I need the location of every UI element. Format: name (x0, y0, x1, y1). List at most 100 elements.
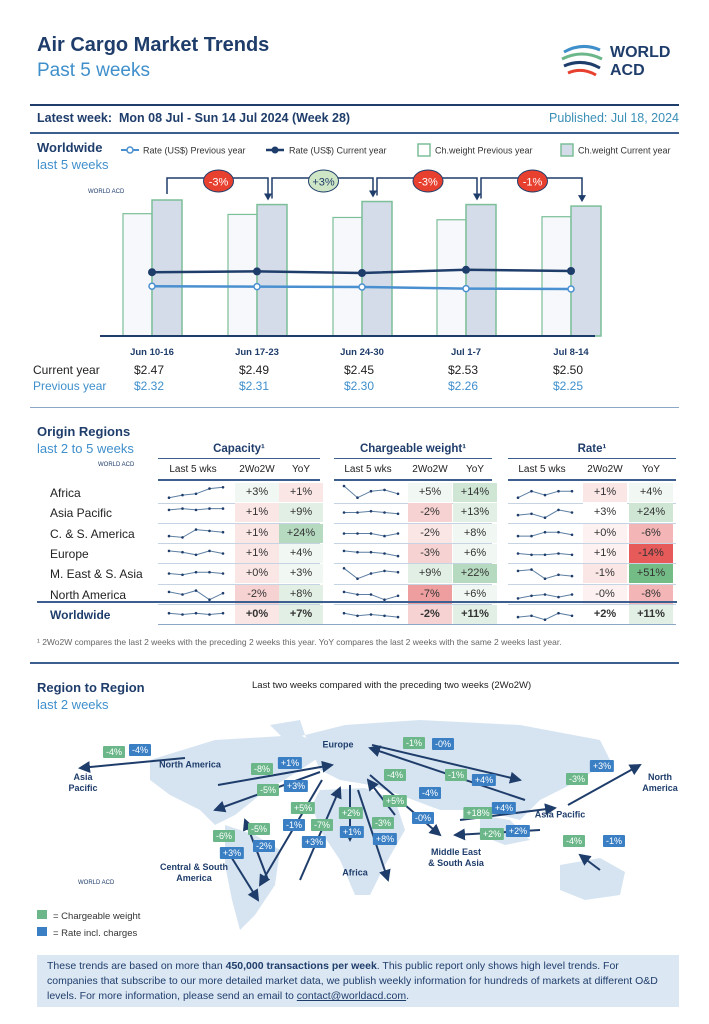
sparkline-point (516, 534, 520, 537)
column-subheader: Last 5 wks (344, 464, 392, 475)
sparkline-point (167, 534, 171, 537)
sparkline-point (356, 577, 359, 581)
sparkline-point (194, 508, 198, 512)
rate-current-value: $2.45 (344, 363, 375, 377)
region-label: Africa (342, 867, 368, 878)
yoy-cell: -14% (629, 543, 673, 563)
rate-badge: +1% (339, 826, 365, 838)
sparkline-point (194, 588, 198, 592)
yoy-cell: +1% (279, 483, 323, 502)
rate-current-value: $2.53 (448, 363, 479, 377)
sparkline-point (181, 535, 184, 539)
continent-shape (270, 720, 305, 740)
sparkline-point (557, 508, 560, 512)
sparkline-point (194, 553, 198, 556)
column-subheader: 2Wo2W (587, 464, 623, 475)
arrow-down-icon (578, 195, 586, 203)
sparkline-point (516, 596, 520, 600)
column-subheader: YoY (642, 464, 660, 475)
sparkline-point (369, 531, 373, 535)
chargeable-weight-badge: +18% (463, 807, 493, 819)
yoy-cell: +24% (629, 503, 673, 523)
row-separator (334, 563, 492, 565)
chargeable-weight-badge: -4% (562, 835, 586, 847)
wo2w-cell: -2% (235, 584, 279, 604)
region-caption: Last two weeks compared with the precedi… (252, 680, 532, 691)
rate-current-point (358, 269, 366, 277)
sparkline-point (369, 592, 373, 596)
blue-swatch (37, 927, 47, 936)
continent-shape (560, 858, 625, 900)
origin-footnote: ¹ 2Wo2W compares the last 2 weeks with t… (37, 637, 562, 647)
sparkline (516, 568, 574, 581)
sparkline-point (396, 512, 400, 516)
sparkline-point (181, 592, 184, 596)
sparkline-point (570, 489, 574, 493)
column-subheader: Last 5 wks (169, 464, 217, 475)
rate-previous-point (567, 285, 575, 293)
sparkline (342, 567, 400, 581)
change-badge-label: -1% (523, 177, 543, 189)
sparkline-point (383, 488, 386, 492)
svg-text:WORLD: WORLD (610, 44, 670, 61)
sparkline-point (181, 507, 184, 511)
legend-cw-prev-label: Ch.weight Previous year (435, 146, 533, 156)
rate-previous-value: $2.31 (239, 379, 270, 393)
group-rule (508, 458, 676, 459)
wo2w-cell: +1% (235, 523, 279, 543)
sparkline-point (194, 492, 198, 496)
yoy-cell: +11% (629, 605, 673, 624)
sparkline-point (369, 510, 373, 513)
rate-current-point (567, 267, 575, 275)
sparkline (342, 510, 400, 516)
row-label-region: Asia Pacific (50, 506, 113, 521)
legend-cw-label: = Chargeable weight (53, 911, 141, 922)
sparkline-point (356, 592, 359, 596)
row-separator (334, 543, 492, 545)
logo-globe-icon: WORLD ACD (561, 44, 670, 79)
wo2w-cell: +3% (235, 483, 279, 502)
sparkline-point (530, 534, 533, 537)
sparkline (167, 549, 225, 556)
sparkline-point (530, 489, 533, 493)
yoy-cell: +7% (279, 605, 323, 624)
sparkline-point (383, 534, 386, 537)
sparkline-point (396, 531, 400, 535)
sparkline (167, 588, 225, 601)
x-tick-label: Jun 10-16 (130, 347, 174, 358)
yoy-cell: +51% (629, 564, 673, 584)
sparkline (342, 531, 400, 537)
sparkline-point (208, 487, 211, 490)
sparkline-point (557, 573, 560, 577)
bar-cw-previous (436, 219, 467, 337)
sparkline-point (356, 531, 359, 535)
arrow-down-icon (473, 193, 481, 201)
latest-week: Latest week: Mon 08 Jul - Sun 14 Jul 202… (37, 111, 350, 125)
rate-current-value: $2.47 (134, 363, 165, 377)
rate-badge: +8% (372, 833, 398, 845)
origin-subtitle: last 2 to 5 weeks (37, 441, 134, 456)
sparkline-point (383, 614, 386, 618)
wo2w-cell: +1% (583, 483, 627, 502)
wo2w-cell: -1% (583, 564, 627, 584)
region-label: North America (159, 759, 221, 770)
legend-chargeable-weight: = Chargeable weight (37, 910, 140, 922)
sparkline-point (342, 531, 346, 535)
sparkline-point (181, 493, 184, 497)
sparkline-point (543, 577, 547, 581)
sparkline-point (396, 492, 400, 496)
sparkline-point (342, 549, 346, 553)
sparkline-point (356, 511, 359, 515)
sparkline (516, 552, 574, 556)
change-badge-label: -3% (418, 177, 438, 189)
contact-email-link[interactable]: contact@worldacd.com (296, 990, 407, 1002)
worldwide-subtitle: last 5 weeks (37, 157, 109, 172)
chargeable-weight-badge: +2% (479, 828, 505, 840)
change-badge (517, 169, 548, 193)
sparkline-line (168, 486, 224, 499)
wo2w-cell: +3% (583, 503, 627, 523)
region-title: Region to Region (37, 680, 145, 695)
yoy-cell: +6% (453, 543, 497, 563)
sparkline-point (557, 489, 560, 493)
sparkline-point (167, 611, 171, 615)
